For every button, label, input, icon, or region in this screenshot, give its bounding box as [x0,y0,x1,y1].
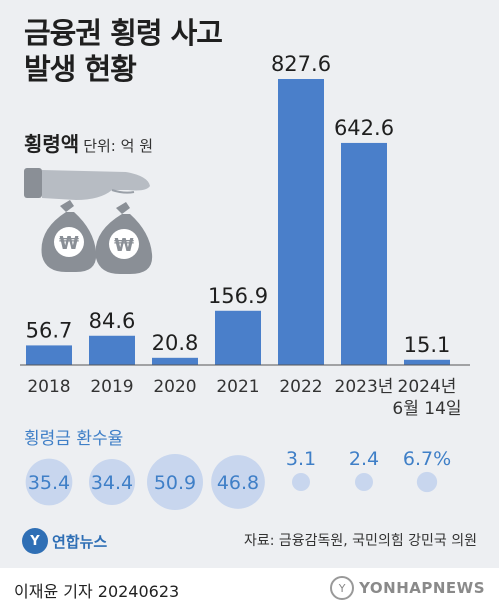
money-bag-hand-icon: ₩ ₩ [24,168,153,274]
category-label-3: 2021 [216,377,259,397]
rate-label-3: 46.8 [217,472,259,494]
category-label-0: 2018 [27,377,70,397]
bar-2 [152,357,198,365]
amount-label: 횡령액 [24,132,80,156]
value-label-2: 20.8 [152,331,199,355]
rate-label-6: 6.7% [403,448,451,470]
yonhap-logo: Y 연합뉴스 [22,528,107,554]
category-label-2: 2020 [153,377,196,397]
yonhap-logo-text: 연합뉴스 [52,532,108,551]
watermark-mark: Y [330,576,355,600]
svg-text:₩: ₩ [59,233,79,254]
yonhap-logo-mark: Y [22,528,48,554]
bar-chart: 56.7 2018 84.6 2019 20.8 2020 156.9 2021 827.6 20… [20,52,470,510]
rate-label-4: 3.1 [286,448,316,470]
rate-label-2: 50.9 [154,472,196,494]
rate-bubble-0 [25,458,73,506]
category-label-6: 2024년 [398,377,457,397]
category-label-4: 2022 [279,377,322,397]
value-label-6: 15.1 [404,333,451,357]
recovery-rate-title: 횡령금 환수율 [24,429,124,449]
watermark-text: YONHAPNEWS [359,579,485,597]
rate-bubble-6 [416,471,438,493]
unit-label: 단위: 억 원 [83,137,153,155]
bar-4 [278,79,324,365]
rate-bubble-4 [292,473,310,491]
value-label-4: 827.6 [271,52,331,76]
bar-6 [404,359,450,365]
title-line-2: 발생 현황 [24,52,137,86]
footer-bar [0,568,499,614]
title-line-1: 금융권 횡령 사고 [24,16,223,50]
bar-1 [89,335,135,365]
byline: 이재윤 기자 20240623 [14,582,180,601]
rate-bubble-2 [147,454,203,510]
bar-5 [341,142,387,365]
value-label-0: 56.7 [26,318,73,342]
value-label-3: 156.9 [208,284,268,308]
rate-label-0: 35.4 [28,472,70,494]
bar-3 [215,310,261,365]
amount-header: 횡령액 단위: 억 원 [24,128,153,157]
rate-label-1: 34.4 [91,472,133,494]
bar-0 [26,345,72,365]
category-label-5: 2023년 [335,377,394,397]
category-label-6-line2: 6월 14일 [392,399,461,419]
yonhap-watermark: Y YONHAPNEWS [330,576,485,600]
rate-label-5: 2.4 [349,448,379,470]
category-label-1: 2019 [90,377,133,397]
rate-bubble-5 [355,473,373,491]
rate-bubble-1 [88,458,136,506]
value-label-1: 84.6 [89,309,136,333]
rate-bubble-3 [211,455,265,509]
value-label-5: 642.6 [334,116,394,140]
svg-text:₩: ₩ [114,235,134,256]
source-note: 자료: 금융감독원, 국민의힘 강민국 의원 [243,533,477,549]
